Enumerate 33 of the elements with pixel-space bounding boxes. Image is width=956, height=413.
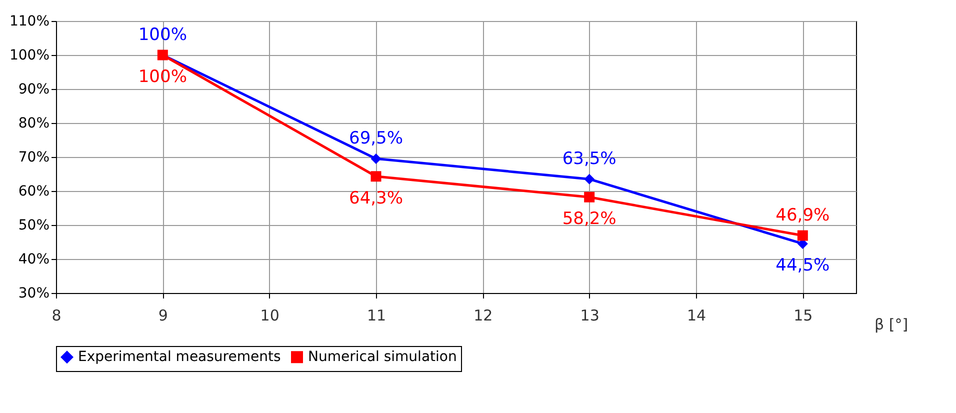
x-tick-label: 11 <box>366 306 386 324</box>
data-label: 100% <box>138 25 187 45</box>
x-tick-label: 15 <box>794 306 813 324</box>
data-label: 100% <box>138 67 187 87</box>
y-tick-label: 30% <box>18 286 50 302</box>
point <box>584 192 595 202</box>
x-tick-label: 9 <box>158 306 168 324</box>
legend-label: Experimental measurements <box>78 349 281 366</box>
data-label: 46,9% <box>776 206 830 226</box>
x-axis-title: β [°] <box>874 316 908 334</box>
point <box>370 171 382 182</box>
y-tick-label: 60% <box>18 184 50 200</box>
y-tick-label: 110% <box>9 14 50 30</box>
x-tick-label: 14 <box>686 306 706 324</box>
data-label: 63,5% <box>562 149 616 170</box>
data-label: 69,5% <box>348 128 404 149</box>
y-tick-label: 90% <box>18 82 50 98</box>
point <box>797 230 808 241</box>
legend-label: Numerical simulation <box>308 349 457 366</box>
x-tick-label: 12 <box>474 306 493 324</box>
data-label: 64,3% <box>348 188 404 208</box>
point <box>370 153 382 164</box>
data-label: 44,5% <box>776 256 830 276</box>
point <box>584 174 595 184</box>
data-label: 58,2% <box>562 209 616 230</box>
x-tick-label: 13 <box>580 306 600 324</box>
x-tick-label: 10 <box>260 306 280 324</box>
y-tick-label: 40% <box>18 252 50 268</box>
x-tick-label: 8 <box>52 306 62 324</box>
y-tick-label: 80% <box>18 116 50 132</box>
y-tick-label: 100% <box>9 48 50 64</box>
y-tick-label: 70% <box>18 150 50 166</box>
y-tick-label: 50% <box>18 218 50 234</box>
